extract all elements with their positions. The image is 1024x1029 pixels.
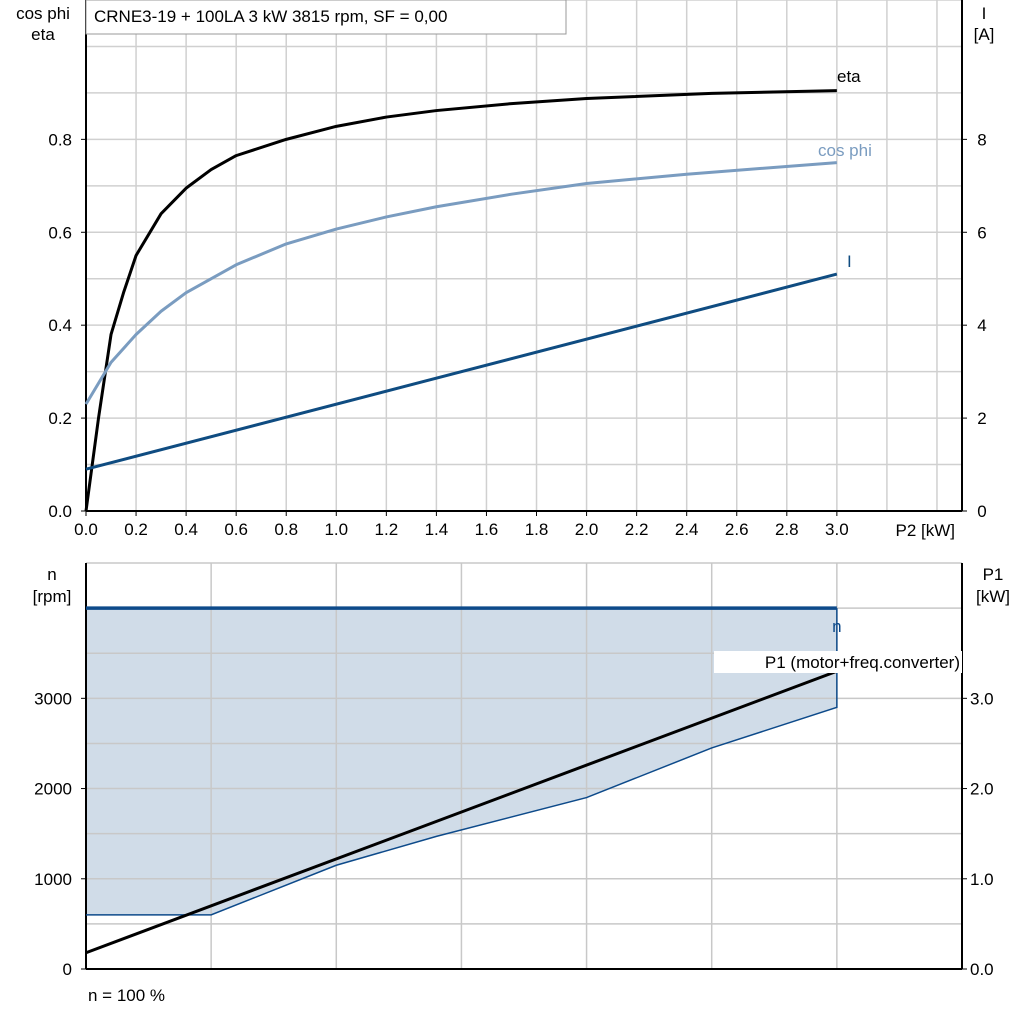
y2-tick-label: 2 [977,409,986,428]
x-tick-label: 1.6 [475,520,499,539]
x-tick-label: 2.8 [775,520,799,539]
x-tick-label: 0.2 [124,520,148,539]
y2-tick-label: 2.0 [970,780,994,799]
y-tick-label: 0.8 [48,130,72,149]
series-label-I: I [847,252,852,271]
top-chart: 0.0 0.2 0.4 0.6 0.8 1.0 1.2 1.4 1.6 1.8 2.0 2.2 2.4 2… [16,0,994,540]
bottom-chart: 0 1000 2000 3000 0.0 1.0 2.0 3.0 n [rpm] P1 [kW] n P1… [33,562,1010,1005]
y-axis-label: eta [31,25,55,44]
x-tick-label: 2.6 [725,520,749,539]
y2-axis-label: [kW] [976,587,1010,606]
y-axis-label: n [47,565,56,584]
x-tick-label: 0.0 [74,520,98,539]
y2-axis-label: P1 [983,565,1004,584]
series-label-eta: eta [837,67,861,86]
y2-tick-label: 4 [977,316,986,335]
y-axis-label: [rpm] [33,587,72,606]
y-tick-label: 0.6 [48,223,72,242]
series-label-cos-phi: cos phi [818,141,872,160]
y-tick-label: 2000 [34,780,72,799]
x-tick-label: 1.8 [525,520,549,539]
y2-tick-label: 3.0 [970,689,994,708]
series-label-n: n [832,617,841,636]
x-tick-label: 2.0 [575,520,599,539]
y2-tick-label: 1.0 [970,870,994,889]
x-tick-label: 1.2 [375,520,399,539]
x-tick-label: 1.0 [324,520,348,539]
x-axis-label: P2 [kW] [895,521,955,540]
x-tick-label: 1.4 [425,520,449,539]
y2-tick-label: 0 [977,502,986,521]
p1-label-bg [714,651,962,673]
series-line-P1 [85,669,838,955]
x-tick-label: 0.8 [274,520,298,539]
footnote: n = 100 % [88,986,165,1005]
y-axis-label: cos phi [16,4,70,23]
y-tick-label: 0.4 [48,316,72,335]
x-tick-label: 0.4 [174,520,198,539]
y-tick-label: 0.0 [48,502,72,521]
title-box [85,0,567,35]
y-tick-label: 1000 [34,870,72,889]
series-line-eta [84,89,837,512]
y2-axis-label: [A] [974,25,995,44]
x-tick-label: 3.0 [825,520,849,539]
y-tick-label: 0.2 [48,409,72,428]
lower-limit-line [86,608,838,916]
series-line-I [85,272,838,471]
x-tick-label: 0.6 [224,520,248,539]
y2-tick-label: 8 [977,130,986,149]
y2-axis-label: I [982,4,987,23]
chart-title: CRNE3-19 + 100LA 3 kW 3815 rpm, SF = 0,0… [94,7,447,26]
x-tick-label: 2.2 [625,520,649,539]
series-label-P1: P1 (motor+freq.converter) [765,653,960,672]
y-tick-label: 3000 [34,689,72,708]
series-line-cos-phi [84,161,837,405]
y-tick-label: 0 [63,960,72,979]
y2-tick-label: 0.0 [970,960,994,979]
y2-tick-label: 6 [977,223,986,242]
x-tick-label: 2.4 [675,520,699,539]
